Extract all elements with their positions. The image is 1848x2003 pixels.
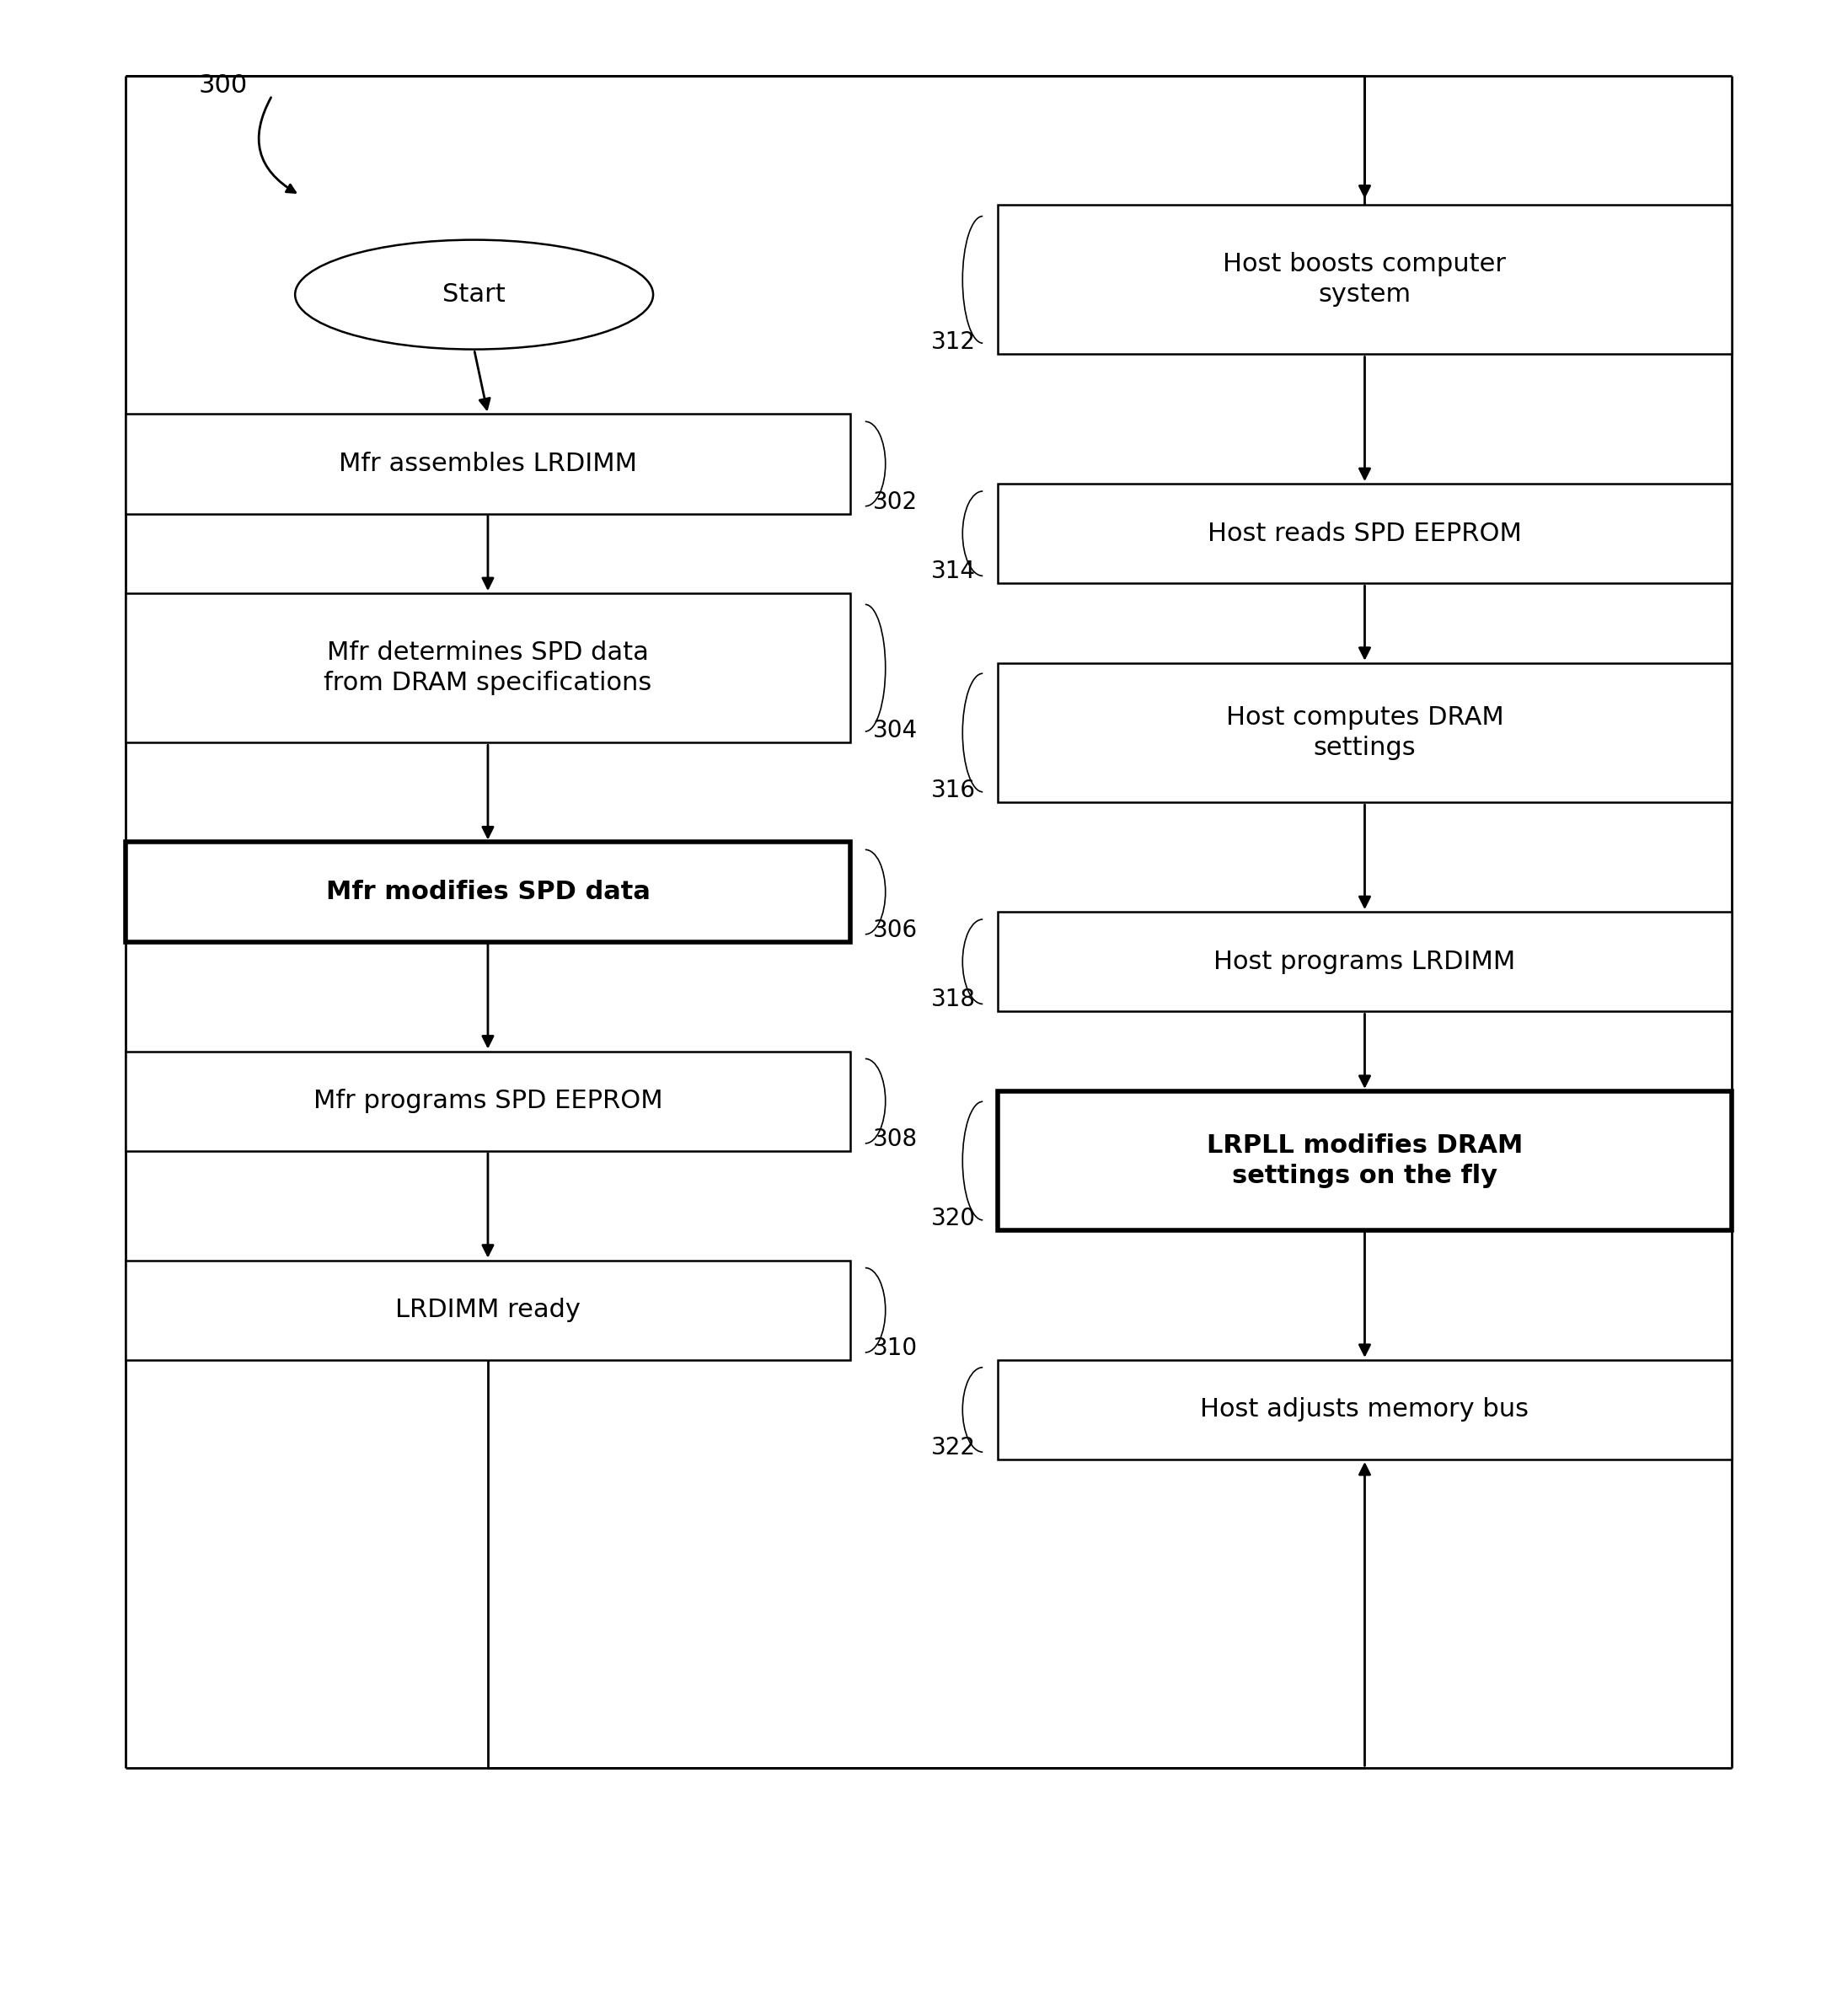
Text: Mfr assembles LRDIMM: Mfr assembles LRDIMM <box>338 451 638 477</box>
Text: 304: 304 <box>872 719 917 743</box>
Text: Host adjusts memory bus: Host adjusts memory bus <box>1201 1398 1528 1422</box>
Text: 316: 316 <box>931 779 976 803</box>
Text: 314: 314 <box>931 559 976 583</box>
Text: 310: 310 <box>872 1336 917 1360</box>
Text: Host programs LRDIMM: Host programs LRDIMM <box>1214 949 1515 973</box>
Text: 308: 308 <box>872 1128 917 1152</box>
Text: Host computes DRAM
settings: Host computes DRAM settings <box>1225 705 1504 759</box>
Bar <box>998 204 1732 355</box>
Text: 322: 322 <box>931 1436 976 1460</box>
Bar <box>998 911 1732 1012</box>
Text: 318: 318 <box>931 987 976 1012</box>
Bar <box>998 663 1732 803</box>
Bar <box>998 1360 1732 1460</box>
Text: Host boosts computer
system: Host boosts computer system <box>1223 252 1506 306</box>
Text: 302: 302 <box>872 491 917 513</box>
Bar <box>998 1092 1732 1230</box>
Bar <box>998 485 1732 583</box>
Text: LRDIMM ready: LRDIMM ready <box>395 1298 580 1322</box>
Bar <box>126 1052 850 1152</box>
Text: 306: 306 <box>872 917 917 941</box>
Text: Host reads SPD EEPROM: Host reads SPD EEPROM <box>1207 521 1521 545</box>
Bar <box>126 841 850 941</box>
Text: 312: 312 <box>931 330 976 355</box>
Text: Mfr determines SPD data
from DRAM specifications: Mfr determines SPD data from DRAM specif… <box>323 641 652 695</box>
Text: Mfr programs SPD EEPROM: Mfr programs SPD EEPROM <box>312 1090 663 1114</box>
Bar <box>126 415 850 513</box>
Ellipse shape <box>296 240 652 349</box>
Bar <box>126 593 850 743</box>
Text: 320: 320 <box>931 1208 976 1230</box>
Text: Mfr modifies SPD data: Mfr modifies SPD data <box>325 879 650 903</box>
Text: 300: 300 <box>200 74 248 98</box>
Text: Start: Start <box>444 282 506 306</box>
Text: LRPLL modifies DRAM
settings on the fly: LRPLL modifies DRAM settings on the fly <box>1207 1134 1523 1188</box>
Bar <box>126 1260 850 1360</box>
